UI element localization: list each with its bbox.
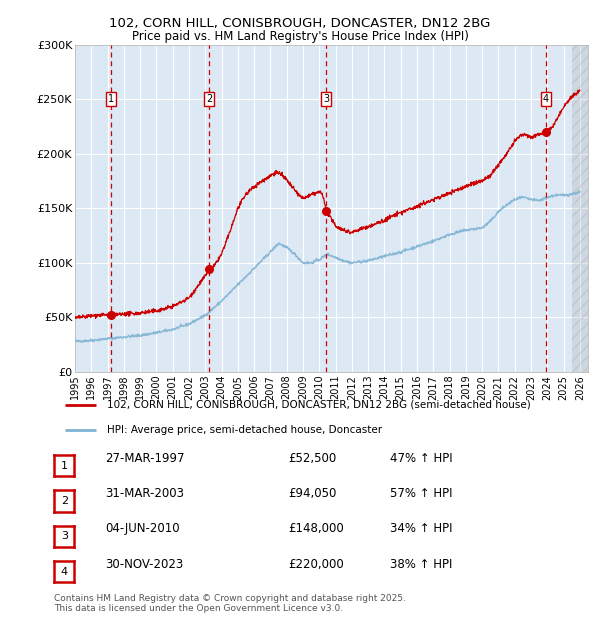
- Text: 57% ↑ HPI: 57% ↑ HPI: [390, 487, 452, 500]
- Text: 30-NOV-2023: 30-NOV-2023: [105, 558, 183, 570]
- Text: 04-JUN-2010: 04-JUN-2010: [105, 523, 179, 535]
- Text: 47% ↑ HPI: 47% ↑ HPI: [390, 452, 452, 464]
- Text: HPI: Average price, semi-detached house, Doncaster: HPI: Average price, semi-detached house,…: [107, 425, 382, 435]
- Text: 2: 2: [206, 94, 212, 104]
- Text: £94,050: £94,050: [288, 487, 337, 500]
- Text: 102, CORN HILL, CONISBROUGH, DONCASTER, DN12 2BG (semi-detached house): 102, CORN HILL, CONISBROUGH, DONCASTER, …: [107, 400, 530, 410]
- Text: Price paid vs. HM Land Registry's House Price Index (HPI): Price paid vs. HM Land Registry's House …: [131, 30, 469, 43]
- Text: 1: 1: [108, 94, 115, 104]
- Text: 34% ↑ HPI: 34% ↑ HPI: [390, 523, 452, 535]
- Text: 31-MAR-2003: 31-MAR-2003: [105, 487, 184, 500]
- Text: £220,000: £220,000: [288, 558, 344, 570]
- Text: 3: 3: [61, 531, 68, 541]
- Text: 4: 4: [543, 94, 549, 104]
- Text: 4: 4: [61, 567, 68, 577]
- Text: This data is licensed under the Open Government Licence v3.0.: This data is licensed under the Open Gov…: [54, 604, 343, 613]
- Text: 3: 3: [323, 94, 329, 104]
- Text: Contains HM Land Registry data © Crown copyright and database right 2025.: Contains HM Land Registry data © Crown c…: [54, 595, 406, 603]
- Text: £52,500: £52,500: [288, 452, 336, 464]
- Text: 38% ↑ HPI: 38% ↑ HPI: [390, 558, 452, 570]
- Text: 1: 1: [61, 461, 68, 471]
- Text: 2: 2: [61, 496, 68, 506]
- Text: 27-MAR-1997: 27-MAR-1997: [105, 452, 185, 464]
- Text: £148,000: £148,000: [288, 523, 344, 535]
- Text: 102, CORN HILL, CONISBROUGH, DONCASTER, DN12 2BG: 102, CORN HILL, CONISBROUGH, DONCASTER, …: [109, 17, 491, 30]
